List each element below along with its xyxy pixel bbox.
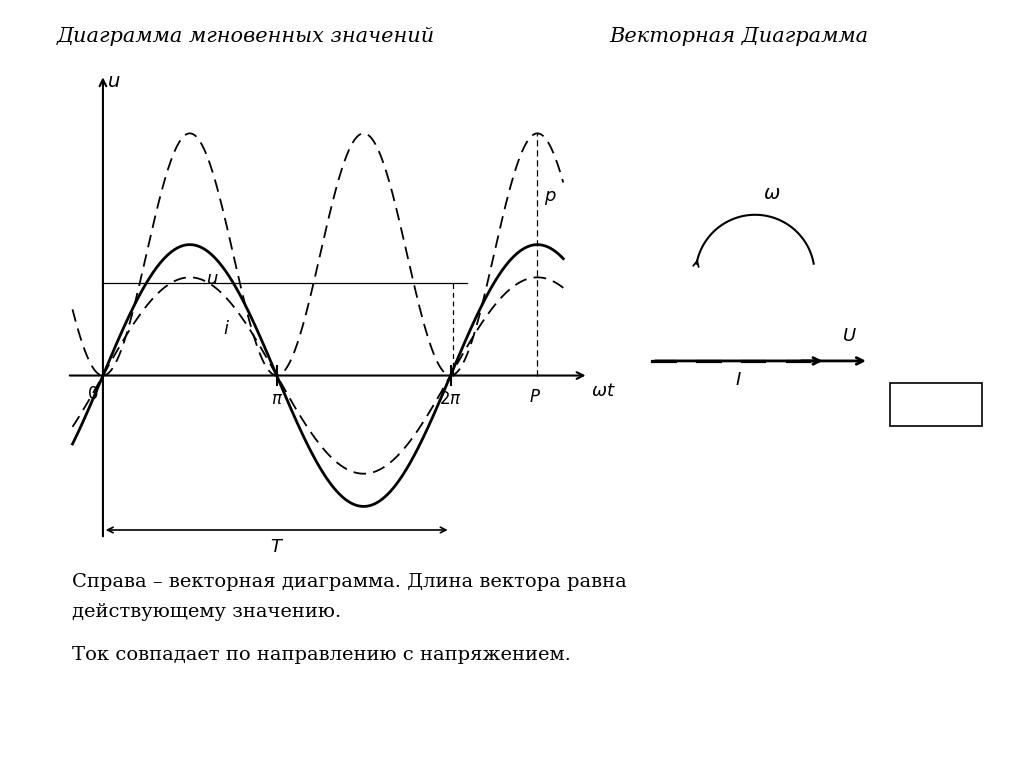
Text: $T$: $T$ xyxy=(269,538,284,556)
Text: $\omega t$: $\omega t$ xyxy=(591,382,615,400)
Text: Справа – векторная диаграмма. Длина вектора равна: Справа – векторная диаграмма. Длина вект… xyxy=(72,573,627,591)
Text: $\omega$: $\omega$ xyxy=(763,183,780,202)
Text: $U$: $U$ xyxy=(842,328,856,345)
Text: Векторная Диаграмма: Векторная Диаграмма xyxy=(609,27,868,46)
Text: $u$: $u$ xyxy=(207,270,219,288)
Text: $p$: $p$ xyxy=(544,189,557,207)
Text: $u$: $u$ xyxy=(108,72,121,91)
Text: $0$: $0$ xyxy=(87,385,98,403)
Text: $2\pi$: $2\pi$ xyxy=(439,390,462,408)
Text: $\varphi_0=0$: $\varphi_0=0$ xyxy=(911,393,962,415)
Bar xyxy=(891,383,982,426)
Text: действующему значению.: действующему значению. xyxy=(72,604,341,621)
Text: $I$: $I$ xyxy=(735,370,742,389)
Text: Диаграмма мгновенных значений: Диаграмма мгновенных значений xyxy=(56,27,434,46)
Text: $P$: $P$ xyxy=(528,387,541,406)
Text: $i$: $i$ xyxy=(223,321,230,338)
Text: Ток совпадает по направлению с напряжением.: Ток совпадает по направлению с напряжени… xyxy=(72,646,570,663)
Text: $\pi$: $\pi$ xyxy=(270,390,283,408)
